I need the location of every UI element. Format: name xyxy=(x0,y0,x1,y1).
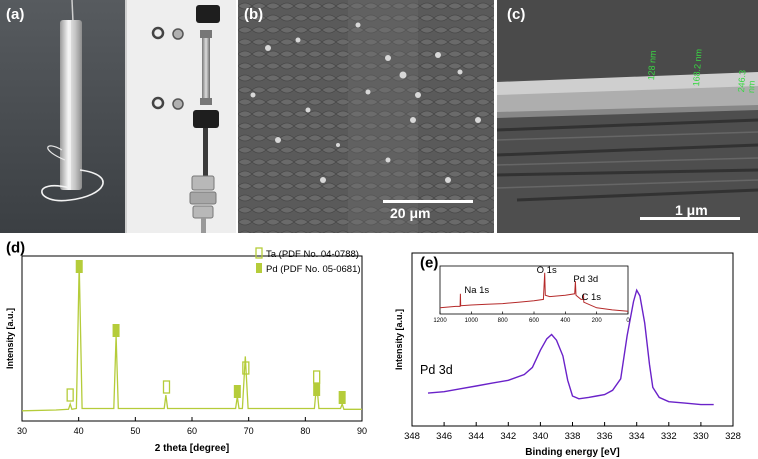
pd-peak-marker xyxy=(112,324,120,337)
inset-x-tick-label: 1200 xyxy=(433,318,447,324)
legend-marker-pd xyxy=(256,263,262,273)
xrd-chart: (d) 30 40 50 60 70 80 90 2 theta [degree] Intensi… xyxy=(5,239,367,454)
ta-peak-marker xyxy=(66,388,74,402)
panel-label-d: (d) xyxy=(6,239,25,256)
x-tick-label-e: 344 xyxy=(468,431,484,442)
inset-x-tick-label: 200 xyxy=(592,318,603,324)
xps-pd3d-line xyxy=(427,288,714,406)
x-axis-label-d: 2 theta [degree] xyxy=(155,443,229,454)
x-tick-label-e: 346 xyxy=(436,431,452,442)
x-tick-label-e: 332 xyxy=(661,431,677,442)
scale-bar-line xyxy=(383,200,473,203)
x-tick-label-e: 338 xyxy=(565,431,581,442)
y-axis-label-d: Intensity [a.u.] xyxy=(5,308,15,369)
legend-label-pd: Pd (PDF No. 05-0681) xyxy=(266,264,361,275)
x-tick-label-d: 70 xyxy=(244,426,254,436)
x-tick-label-e: 336 xyxy=(597,431,613,442)
xrd-pattern-line xyxy=(21,263,362,412)
inset-label-o1s: O 1s xyxy=(537,265,557,276)
x-tick-label-d: 50 xyxy=(130,426,140,436)
x-tick-label-e: 342 xyxy=(500,431,516,442)
scale-bar-text-c: 1 μm xyxy=(675,202,708,218)
inset-label-c1s: C 1s xyxy=(582,292,602,303)
inset-survey-line xyxy=(439,272,629,312)
inset-frame xyxy=(439,265,629,315)
fitting-parts xyxy=(151,5,220,233)
panel-label-b: (b) xyxy=(244,6,264,23)
ta-peak-marker xyxy=(162,380,171,394)
y-axis-label-e: Intensity [a.u.] xyxy=(394,309,404,370)
inset-x-tick-label: 400 xyxy=(560,318,571,324)
legend-marker-ta xyxy=(255,247,263,259)
x-tick-label-d: 30 xyxy=(17,426,27,436)
panel-a-photo: (a) xyxy=(0,0,236,233)
pd-peak-marker xyxy=(233,385,241,398)
ta-peak-marker xyxy=(313,370,321,384)
sem-cross-section-image xyxy=(497,0,758,233)
pd-3d-annotation: Pd 3d xyxy=(420,363,453,377)
pd-peak-marker xyxy=(338,391,346,404)
pd-peak-marker xyxy=(313,383,321,396)
scale-bar-text-b: 20 μm xyxy=(390,205,431,221)
panel-b-sem: (b) 20 μm xyxy=(238,0,494,233)
x-tick-label-e: 348 xyxy=(404,431,420,442)
x-tick-label-e: 340 xyxy=(532,431,548,442)
panel-label-e: (e) xyxy=(420,254,438,271)
panel-d-xrd: (d) 30 40 50 60 70 80 90 2 theta [degree] Intensi… xyxy=(0,236,380,459)
legend-label-ta: Ta (PDF No. 04-0788) xyxy=(266,249,359,260)
inset-label-pd3d: Pd 3d xyxy=(573,274,598,285)
thickness-label-3: 246.3 nm xyxy=(736,69,757,94)
panel-label-a: (a) xyxy=(6,6,25,23)
inset-x-tick-label: 600 xyxy=(529,318,540,324)
x-tick-label-d: 40 xyxy=(74,426,84,436)
scale-bar-line-c xyxy=(640,217,740,220)
x-tick-label-d: 60 xyxy=(187,426,197,436)
thickness-label-1: 128 nm xyxy=(646,50,659,81)
x-tick-label-e: 334 xyxy=(629,431,645,442)
inset-x-tick-label: 1000 xyxy=(465,318,479,324)
xps-chart: (e) 348 346 344 342 340 338 336 334 332 330 328 Bind… xyxy=(394,252,741,458)
x-axis-label-e: Binding energy [eV] xyxy=(525,447,619,458)
pd-peak-marker xyxy=(75,260,83,273)
sem-surface-image xyxy=(238,0,494,233)
inset-label-na1s: Na 1s xyxy=(464,285,489,296)
reactor-photo xyxy=(0,0,236,233)
inset-x-tick-label: 800 xyxy=(498,318,509,324)
panel-c-sem: (c) 128 nm 168.2 nm 246.3 nm 1 μm xyxy=(497,0,758,233)
inset-x-tick-label: 0 xyxy=(626,318,630,324)
x-tick-label-d: 90 xyxy=(357,426,367,436)
ta-peak-marker xyxy=(242,361,250,375)
panel-e-xps: (e) 348 346 344 342 340 338 336 334 332 330 328 Bind… xyxy=(380,236,758,459)
panel-label-c: (c) xyxy=(507,6,526,23)
x-tick-label-e: 330 xyxy=(693,431,709,442)
x-tick-label-d: 80 xyxy=(300,426,310,436)
x-tick-label-e: 328 xyxy=(725,431,741,442)
